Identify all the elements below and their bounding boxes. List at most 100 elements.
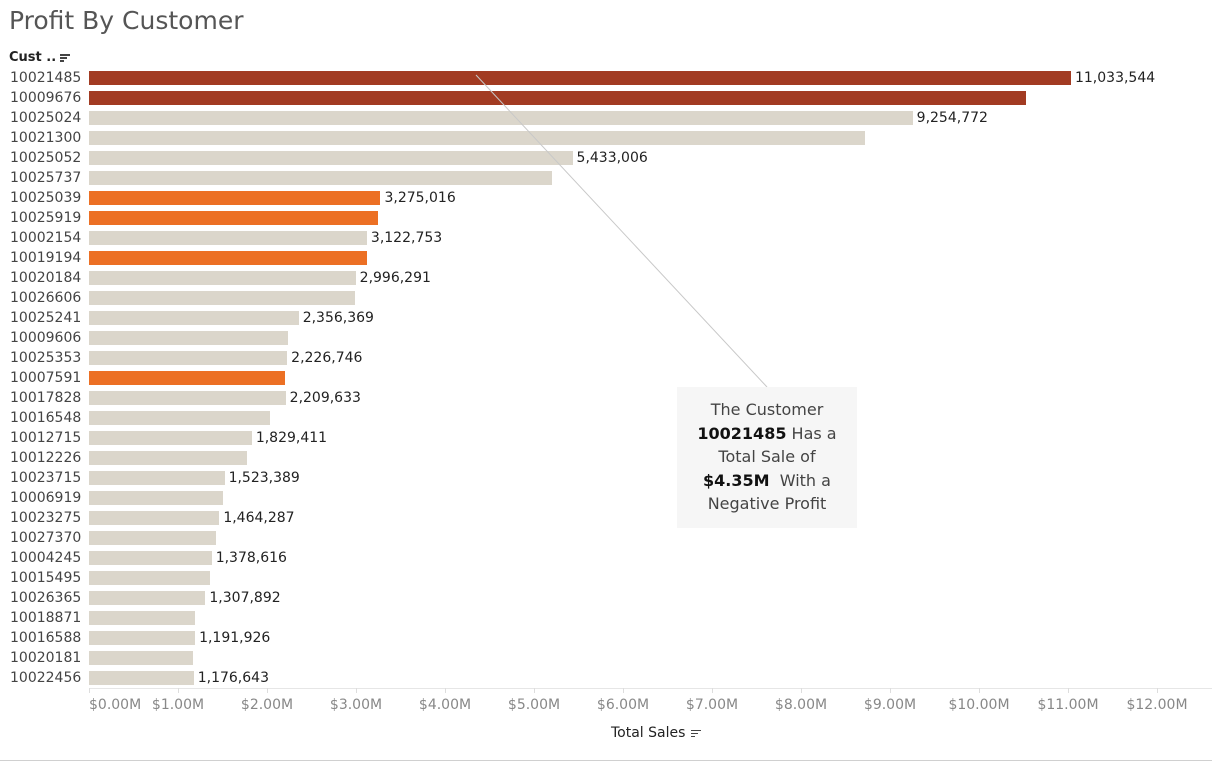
category-label: 10019194 bbox=[10, 250, 82, 266]
category-label: 10009606 bbox=[10, 330, 82, 346]
bar[interactable] bbox=[89, 351, 288, 365]
bar[interactable] bbox=[89, 411, 270, 425]
tick-label: $5.00M bbox=[507, 697, 561, 713]
tick-label: $7.00M bbox=[685, 697, 739, 713]
data-label: 1,307,892 bbox=[209, 590, 281, 606]
bar[interactable] bbox=[89, 151, 573, 165]
bar[interactable] bbox=[89, 331, 289, 345]
bar[interactable] bbox=[89, 171, 552, 185]
annotation-line-4-rest: With a bbox=[779, 470, 831, 490]
tick-mark bbox=[445, 688, 446, 693]
tick-label: $6.00M bbox=[596, 697, 650, 713]
data-label: 5,433,006 bbox=[576, 150, 648, 166]
tick-mark bbox=[178, 688, 179, 693]
bar[interactable] bbox=[89, 211, 379, 225]
category-label: 10025737 bbox=[10, 170, 82, 186]
category-label: 10025039 bbox=[10, 190, 82, 206]
tick-mark bbox=[623, 688, 624, 693]
category-label: 10020181 bbox=[10, 650, 82, 666]
bar[interactable] bbox=[89, 371, 285, 385]
bar[interactable] bbox=[89, 671, 194, 685]
data-label: 1,464,287 bbox=[223, 510, 295, 526]
category-label: 10018871 bbox=[10, 610, 82, 626]
category-label: 10026606 bbox=[10, 290, 82, 306]
x-axis-title-label: Total Sales bbox=[611, 725, 686, 741]
bar[interactable] bbox=[89, 451, 248, 465]
bar[interactable] bbox=[89, 191, 381, 205]
category-label: 10025241 bbox=[10, 310, 82, 326]
bar[interactable] bbox=[89, 231, 367, 245]
tick-label: $12.00M bbox=[1126, 697, 1188, 713]
annotation-line-4: $4.35M With a bbox=[677, 469, 857, 493]
data-label: 1,191,926 bbox=[199, 630, 271, 646]
annotation-line-5: Negative Profit bbox=[707, 494, 827, 513]
bar[interactable] bbox=[89, 311, 299, 325]
bar[interactable] bbox=[89, 511, 220, 525]
annotation-line-3: Total Sale of bbox=[718, 447, 816, 466]
data-label: 1,378,616 bbox=[215, 550, 287, 566]
sort-icon[interactable] bbox=[60, 53, 71, 62]
bar[interactable] bbox=[89, 271, 356, 285]
bar[interactable] bbox=[89, 91, 1027, 105]
category-label: 10025052 bbox=[10, 150, 82, 166]
bar[interactable] bbox=[89, 471, 225, 485]
category-label: 10025353 bbox=[10, 350, 82, 366]
bar[interactable] bbox=[89, 571, 211, 585]
bar[interactable] bbox=[89, 111, 913, 125]
category-label: 10023275 bbox=[10, 510, 82, 526]
data-label: 11,033,544 bbox=[1074, 70, 1156, 86]
tick-mark bbox=[1068, 688, 1069, 693]
tick-label: $3.00M bbox=[329, 697, 383, 713]
category-label: 10015495 bbox=[10, 570, 82, 586]
chart-title: Profit By Customer bbox=[9, 6, 244, 35]
tick-mark bbox=[979, 688, 980, 693]
category-label: 10017828 bbox=[10, 390, 82, 406]
annotation-amount: $4.35M bbox=[703, 470, 770, 490]
x-axis-title[interactable]: Total Sales bbox=[611, 725, 702, 741]
tick-label: $9.00M bbox=[863, 697, 917, 713]
category-label: 10016588 bbox=[10, 630, 82, 646]
data-label: 2,996,291 bbox=[359, 270, 431, 286]
data-label: 9,254,772 bbox=[916, 110, 988, 126]
category-label: 10002154 bbox=[10, 230, 82, 246]
category-label: 10025919 bbox=[10, 210, 82, 226]
bar[interactable] bbox=[89, 611, 195, 625]
bar[interactable] bbox=[89, 651, 194, 665]
tick-label: $1.00M bbox=[151, 697, 205, 713]
bar[interactable] bbox=[89, 591, 206, 605]
annotation-callout: The Customer 10021485 Has a Total Sale o… bbox=[677, 387, 857, 528]
tick-label: $0.00M bbox=[89, 697, 142, 713]
tick-label: $4.00M bbox=[418, 697, 472, 713]
category-label: 10016548 bbox=[10, 410, 82, 426]
category-label: 10012715 bbox=[10, 430, 82, 446]
category-label: 10007591 bbox=[10, 370, 82, 386]
row-header[interactable]: Cust .. bbox=[9, 50, 71, 65]
tick-mark bbox=[89, 688, 90, 693]
data-label: 2,356,369 bbox=[302, 310, 374, 326]
data-label: 3,275,016 bbox=[384, 190, 456, 206]
bar[interactable] bbox=[89, 71, 1071, 85]
bar[interactable] bbox=[89, 391, 286, 405]
tick-mark bbox=[534, 688, 535, 693]
bar[interactable] bbox=[89, 491, 223, 505]
bar[interactable] bbox=[89, 291, 356, 305]
annotation-line-1: The Customer bbox=[710, 400, 824, 419]
tick-label: $11.00M bbox=[1037, 697, 1099, 713]
data-label: 3,122,753 bbox=[370, 230, 443, 246]
bar[interactable] bbox=[89, 431, 252, 445]
tick-label: $8.00M bbox=[774, 697, 828, 713]
data-label: 1,176,643 bbox=[197, 670, 269, 686]
row-header-label: Cust .. bbox=[9, 50, 57, 65]
category-label: 10027370 bbox=[10, 530, 82, 546]
bar[interactable] bbox=[89, 551, 212, 565]
bar[interactable] bbox=[89, 251, 367, 265]
bar[interactable] bbox=[89, 631, 196, 645]
bar[interactable] bbox=[89, 131, 866, 145]
category-label: 10009676 bbox=[10, 90, 82, 106]
category-label: 10025024 bbox=[10, 110, 82, 126]
tick-mark bbox=[267, 688, 268, 693]
sort-icon[interactable] bbox=[691, 729, 702, 738]
category-label: 10006919 bbox=[10, 490, 82, 506]
bar[interactable] bbox=[89, 531, 217, 545]
category-label: 10004245 bbox=[10, 550, 82, 566]
